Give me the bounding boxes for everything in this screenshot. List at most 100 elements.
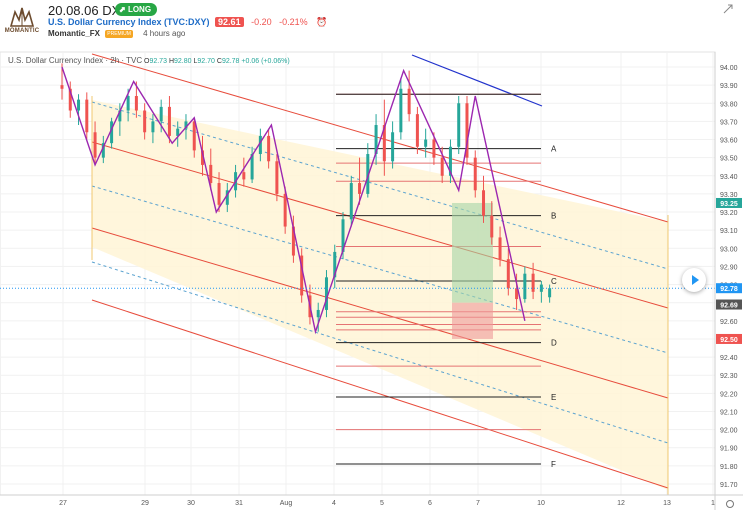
- y-tick-label: 93.10: [720, 228, 738, 235]
- channel-quarter-3: [91, 261, 669, 444]
- candle-body: [523, 273, 527, 300]
- long-badge-label: LONG: [127, 5, 152, 14]
- price-label-box: [716, 333, 742, 344]
- x-tick-label: 1: [711, 500, 715, 507]
- zigzag-pattern: [61, 66, 526, 335]
- candle-body: [333, 251, 337, 278]
- play-icon: [692, 275, 699, 285]
- candle-body: [275, 161, 279, 194]
- price-label-box: [716, 283, 742, 294]
- x-tick-label: 6: [428, 500, 432, 507]
- time-ago: 4 hours ago: [143, 29, 186, 38]
- candle-body: [77, 99, 81, 111]
- play-button[interactable]: [682, 268, 706, 292]
- low-value: 92.70: [197, 58, 215, 65]
- candle-body: [68, 88, 72, 111]
- candle-body: [126, 96, 130, 111]
- candle-body: [341, 219, 345, 252]
- candle-body: [60, 85, 64, 89]
- logo-text: MOMANTIC: [4, 28, 40, 34]
- y-tick-label: 91.70: [720, 482, 738, 489]
- y-tick-label: 93.80: [720, 101, 738, 108]
- premium-badge: PREMIUM: [105, 29, 133, 38]
- y-tick-label: 93.30: [720, 192, 738, 199]
- candle-body: [465, 103, 469, 158]
- fib-level-label: A: [551, 145, 557, 154]
- candle-body: [184, 121, 188, 129]
- price-label-text: 92.69: [720, 303, 738, 310]
- ohlc-change: +0.06 (+0.06%): [241, 58, 289, 65]
- candle-body: [167, 106, 171, 136]
- position-target-zone[interactable]: [452, 202, 493, 303]
- x-tick-label: 10: [537, 500, 545, 507]
- price-change-pct: -0.21%: [279, 17, 308, 27]
- channel-lower: [91, 299, 669, 489]
- candle-body: [424, 139, 428, 147]
- fib-level-label: C: [551, 277, 557, 286]
- candle-body: [159, 106, 163, 122]
- y-tick-label: 93.40: [720, 174, 738, 181]
- symbol-link[interactable]: U.S. Dollar Currency Index (TVC:DXY): [48, 17, 210, 27]
- y-tick-label: 94.00: [720, 65, 738, 72]
- price-label-text: 92.50: [720, 337, 738, 344]
- candle-body: [151, 121, 155, 133]
- chart-legend: U.S. Dollar Currency Index · 2h · TVC: [8, 56, 142, 65]
- y-tick-label: 92.30: [720, 373, 738, 380]
- channel-quarter-1: [91, 101, 669, 270]
- trend-line-blue: [411, 54, 543, 107]
- x-tick-label: 4: [332, 500, 336, 507]
- candle-body: [316, 309, 320, 318]
- price-change: -0.20: [251, 17, 272, 27]
- crown-icon: [9, 7, 35, 27]
- expand-icon[interactable]: [723, 4, 733, 14]
- x-tick-label: 31: [235, 500, 243, 507]
- candle-body: [192, 121, 196, 151]
- author-row: Momantic_FX PREMIUM 4 hours ago: [48, 29, 185, 38]
- candle-body: [498, 237, 502, 260]
- y-tick-label: 92.40: [720, 355, 738, 362]
- candle-body: [217, 183, 221, 205]
- y-tick-label: 93.70: [720, 119, 738, 126]
- y-tick-label: 92.60: [720, 319, 738, 326]
- candle-body: [432, 139, 436, 158]
- candle-body: [473, 157, 477, 191]
- channel-median-lower: [91, 227, 669, 399]
- open-value: 92.73: [149, 58, 167, 65]
- price-label-text: 92.78: [720, 286, 738, 293]
- y-tick-label: 93.20: [720, 210, 738, 217]
- fib-level-label: F: [551, 460, 556, 469]
- candle-body: [415, 114, 419, 147]
- candle-body: [85, 99, 89, 133]
- fib-level-label: B: [551, 212, 556, 221]
- open-label: O: [144, 58, 150, 65]
- y-tick-label: 93.50: [720, 156, 738, 163]
- candle-body: [366, 154, 370, 194]
- y-tick-label: 92.00: [720, 428, 738, 435]
- candle-body: [490, 215, 494, 238]
- x-tick-label: 27: [59, 500, 67, 507]
- candle-body: [531, 273, 535, 292]
- candle-body: [374, 125, 378, 155]
- settings-gear-icon[interactable]: [726, 500, 734, 508]
- fib-level-label: D: [551, 339, 557, 348]
- candle-body: [358, 183, 362, 194]
- symbol-row: U.S. Dollar Currency Index (TVC:DXY) 92.…: [48, 17, 327, 28]
- candle-body: [391, 132, 395, 162]
- alarm-clock-icon[interactable]: ⏰: [316, 17, 328, 27]
- candle-body: [440, 157, 444, 176]
- price-badge: 92.61: [215, 17, 244, 27]
- arrow-up-icon: ⬈: [119, 5, 126, 14]
- low-label: L: [193, 58, 197, 65]
- channel-quarter-2: [91, 185, 669, 354]
- y-tick-label: 93.60: [720, 138, 738, 145]
- candle-body: [399, 88, 403, 133]
- idea-title: 20.08.06 DXY: [48, 3, 129, 18]
- y-tick-label: 93.00: [720, 246, 738, 253]
- price-label-box: [716, 299, 742, 310]
- candle-body: [201, 150, 205, 165]
- candle-body: [283, 193, 287, 227]
- position-stop-zone[interactable]: [452, 302, 493, 339]
- author-name[interactable]: Momantic_FX: [48, 29, 101, 38]
- candle-body: [457, 103, 461, 147]
